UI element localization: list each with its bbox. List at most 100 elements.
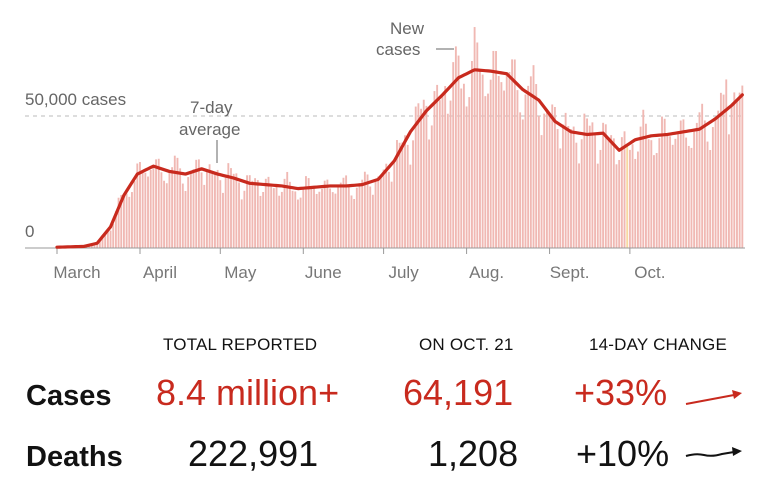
daily-case-bar xyxy=(390,181,393,248)
daily-case-bar xyxy=(548,114,551,248)
daily-case-bar xyxy=(181,183,184,248)
daily-case-bar xyxy=(511,59,514,248)
daily-case-bar xyxy=(208,164,211,248)
daily-case-bar xyxy=(128,196,131,248)
daily-case-bar xyxy=(262,192,265,248)
x-tick-label: March xyxy=(53,263,100,282)
daily-case-bar xyxy=(235,173,238,248)
daily-case-bar xyxy=(521,119,524,248)
daily-case-bar xyxy=(179,168,182,248)
x-axis-ticks: March April May June July Aug. Sept. Oct. xyxy=(53,248,665,282)
daily-case-bar xyxy=(355,187,358,248)
daily-case-bar xyxy=(117,197,120,248)
daily-case-bar xyxy=(661,116,663,248)
daily-case-bar xyxy=(377,176,380,248)
daily-case-bar xyxy=(679,120,682,248)
daily-case-bar xyxy=(173,155,176,248)
daily-case-bar xyxy=(393,159,396,248)
daily-case-bar xyxy=(382,169,385,248)
deaths-change: +10% xyxy=(576,433,670,474)
daily-case-bar xyxy=(238,182,240,248)
daily-case-bar xyxy=(481,74,484,248)
daily-case-bar xyxy=(187,177,190,248)
x-tick-label: Sept. xyxy=(550,263,590,282)
daily-case-bar xyxy=(417,103,420,248)
daily-case-bar xyxy=(570,129,572,248)
annotation-7day-label: 7-day xyxy=(190,98,233,117)
daily-case-bar xyxy=(345,175,348,248)
daily-case-bar xyxy=(214,171,216,248)
deaths-day: 1,208 xyxy=(428,433,519,474)
daily-case-bar xyxy=(307,178,310,248)
daily-case-bar xyxy=(612,138,615,248)
daily-case-bar xyxy=(545,109,548,248)
daily-case-bar xyxy=(93,244,96,248)
daily-case-bar xyxy=(703,120,706,248)
daily-case-bar xyxy=(551,104,554,249)
daily-case-bar xyxy=(331,192,334,248)
daily-case-bar xyxy=(422,99,425,248)
daily-case-bar xyxy=(596,163,599,248)
daily-case-bar xyxy=(698,112,701,248)
daily-case-bar xyxy=(318,191,321,248)
daily-case-bar xyxy=(157,158,160,248)
daily-case-bar xyxy=(540,135,543,248)
daily-case-bar xyxy=(666,134,669,248)
daily-case-bar xyxy=(396,140,398,248)
daily-case-bar xyxy=(650,140,653,248)
daily-case-bar xyxy=(615,164,618,248)
daily-case-bar xyxy=(537,115,540,248)
daily-case-bar xyxy=(516,90,519,248)
daily-case-bar xyxy=(160,172,163,248)
daily-case-bar xyxy=(398,142,401,248)
daily-case-bar xyxy=(112,223,115,248)
daily-case-bar xyxy=(272,188,275,248)
daily-case-bar xyxy=(232,173,235,248)
daily-case-bar xyxy=(248,175,251,248)
cases-label: Cases xyxy=(26,380,112,412)
daily-case-bar xyxy=(139,162,141,248)
daily-case-bar xyxy=(168,171,171,248)
daily-case-bar xyxy=(144,172,147,248)
daily-case-bar xyxy=(628,149,631,248)
daily-case-bar xyxy=(586,118,588,249)
daily-case-bar xyxy=(203,184,206,248)
daily-case-bar xyxy=(604,124,607,248)
daily-case-bar xyxy=(717,110,720,249)
daily-case-bar xyxy=(401,142,404,248)
daily-case-bar xyxy=(165,183,168,248)
daily-case-bar xyxy=(527,85,530,249)
daily-case-bar xyxy=(580,139,583,248)
daily-case-bar xyxy=(366,174,369,248)
daily-case-bar xyxy=(693,130,696,248)
daily-case-bar xyxy=(468,97,471,248)
daily-case-bar xyxy=(286,171,289,248)
daily-case-bar xyxy=(176,157,179,248)
daily-case-bar xyxy=(728,134,730,248)
daily-case-bar xyxy=(519,112,522,249)
daily-case-bar xyxy=(564,112,567,249)
x-tick-label: Oct. xyxy=(634,263,665,282)
x-tick-label: June xyxy=(305,263,342,282)
daily-bars xyxy=(77,27,744,249)
daily-case-bar xyxy=(425,105,428,249)
daily-case-bar xyxy=(120,194,123,248)
header-total-reported: TOTAL REPORTED xyxy=(163,335,318,354)
daily-case-bar xyxy=(374,181,377,248)
daily-case-bar xyxy=(636,151,639,248)
daily-case-bar xyxy=(329,188,331,248)
daily-case-bar xyxy=(155,159,157,248)
daily-case-bar xyxy=(291,190,294,248)
daily-case-bar xyxy=(96,242,99,248)
daily-case-bar xyxy=(623,131,626,248)
daily-case-bar xyxy=(669,136,671,248)
daily-case-bar xyxy=(736,100,738,248)
daily-case-bar xyxy=(559,148,562,248)
daily-case-bar xyxy=(492,50,495,248)
daily-case-bar xyxy=(535,84,538,248)
daily-case-bar xyxy=(634,158,637,248)
annotation-average-label: average xyxy=(179,120,240,139)
daily-case-bar xyxy=(101,236,104,248)
daily-case-bar xyxy=(114,211,117,248)
